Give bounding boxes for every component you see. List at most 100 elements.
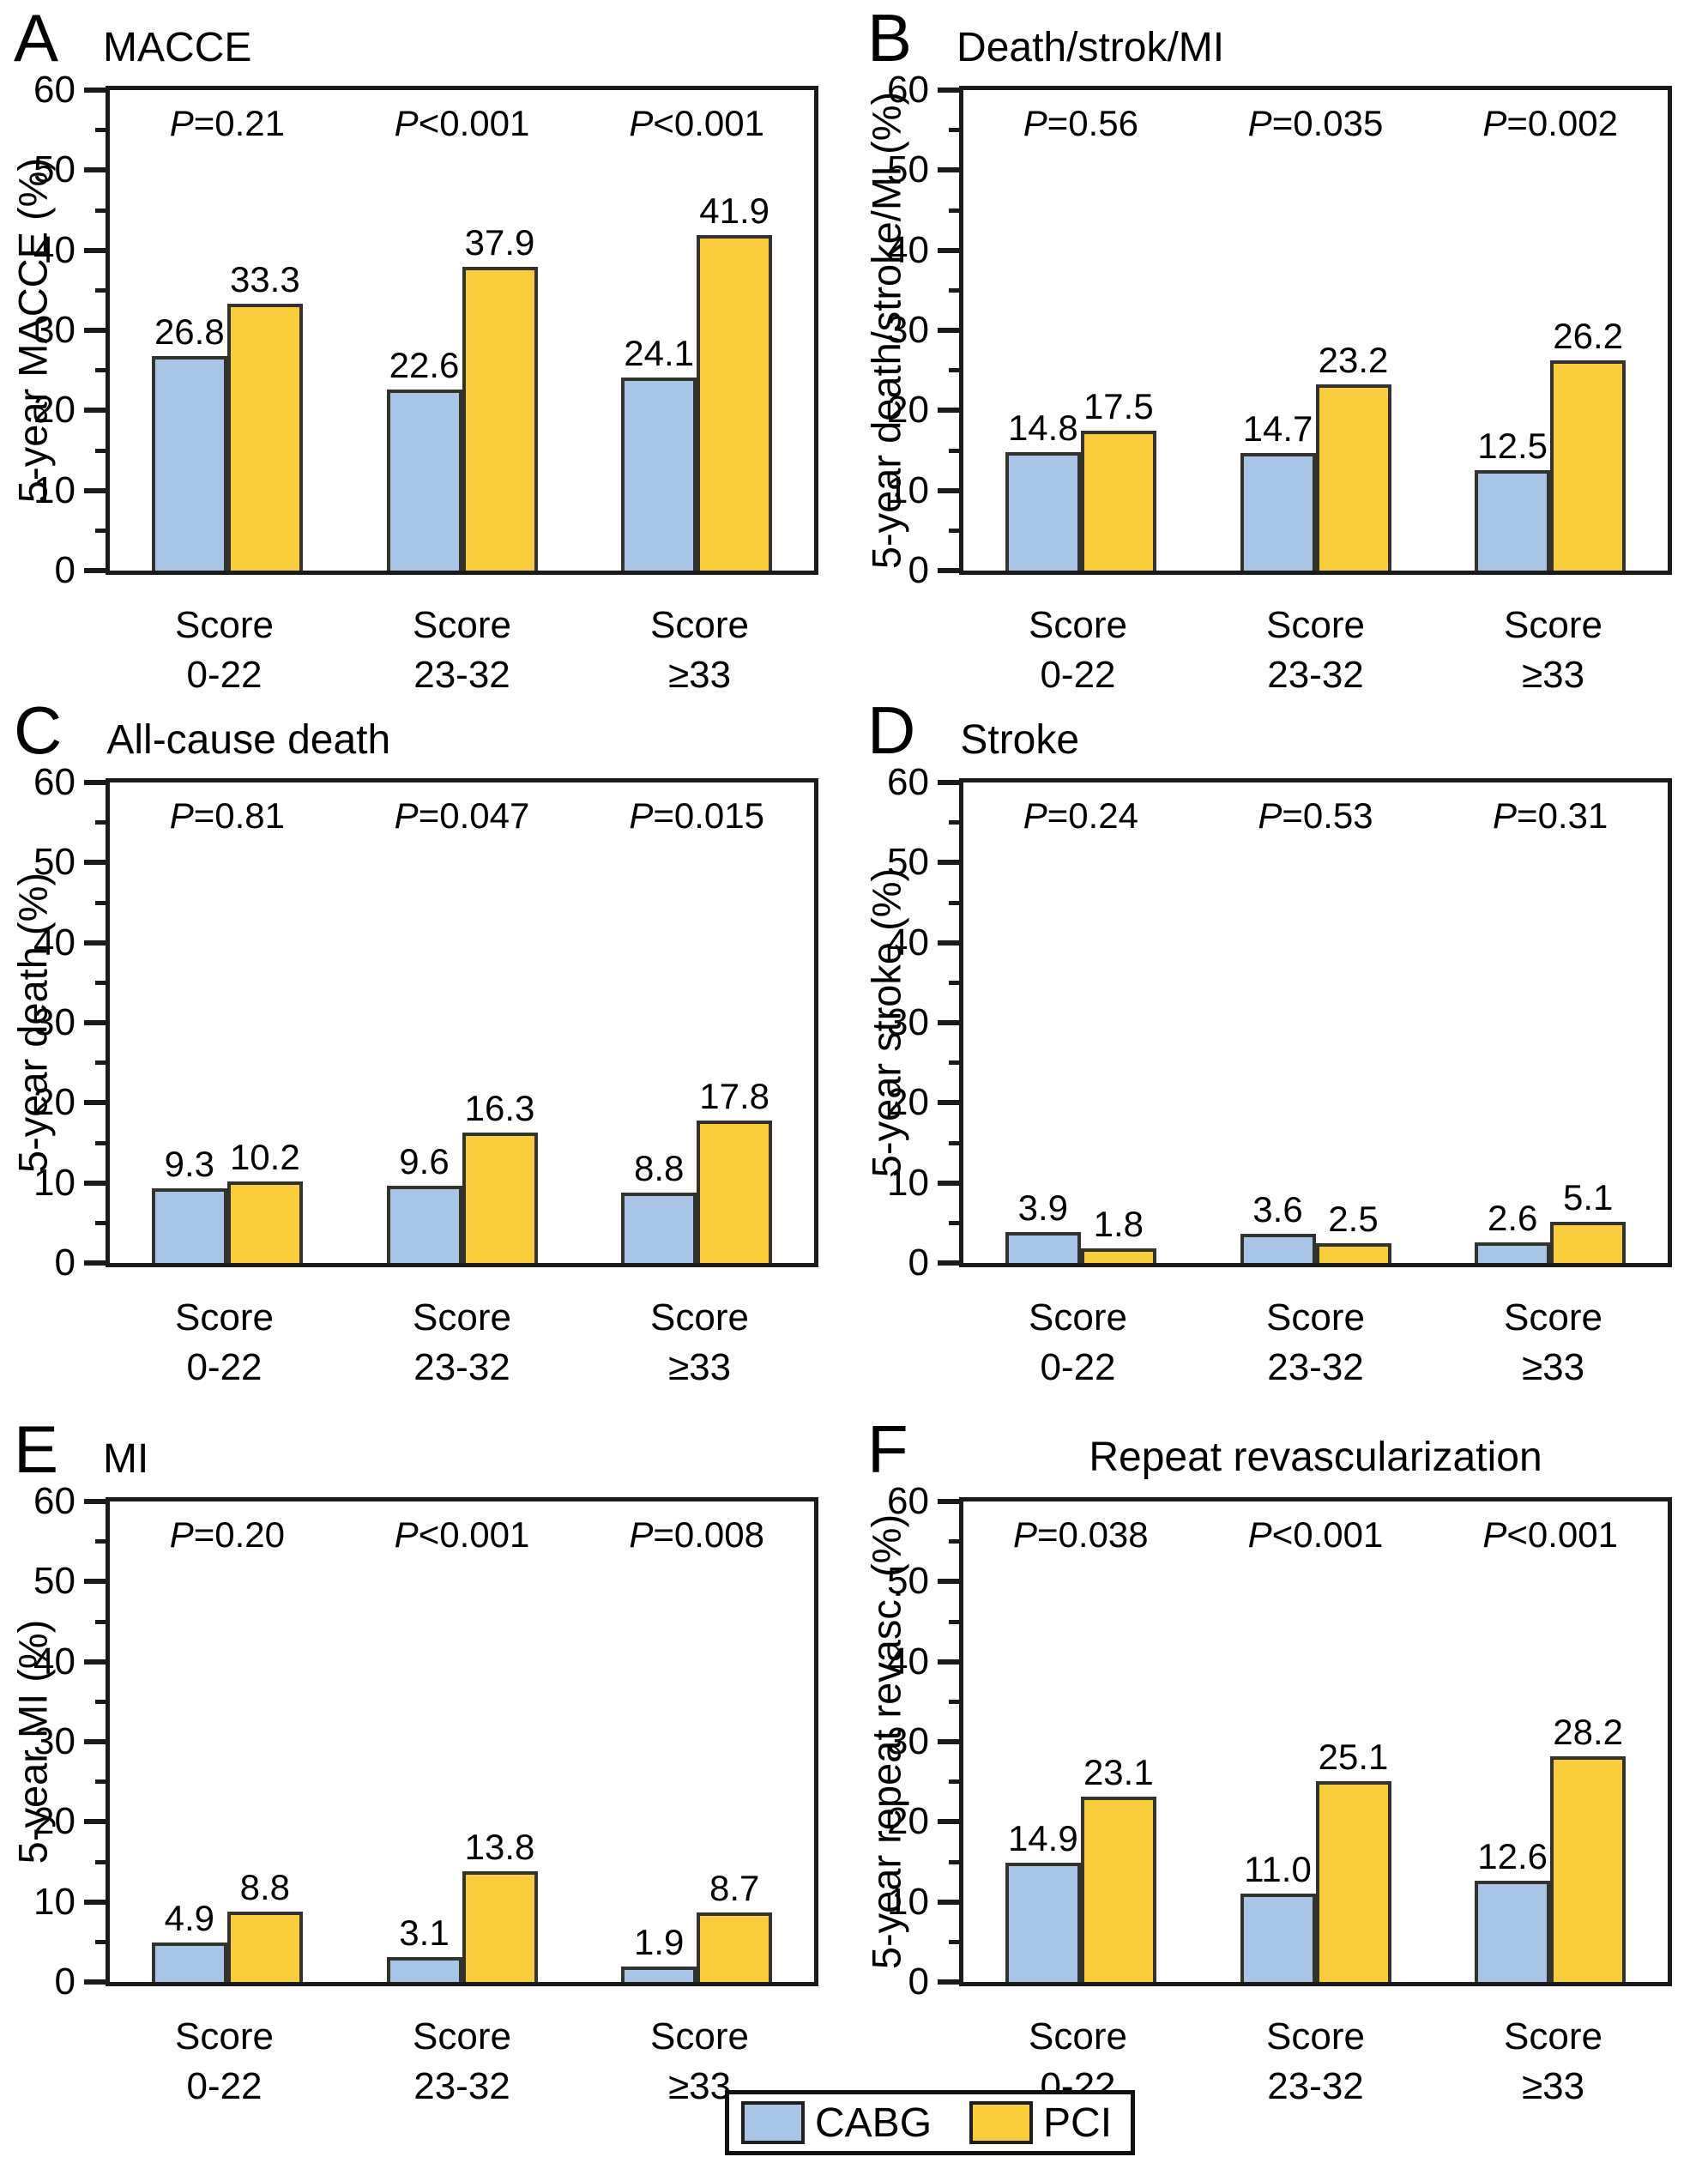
bar-with-label: 12.5: [1475, 90, 1551, 571]
bar-value-label: 13.8: [464, 1827, 535, 1868]
y-major-tick: [84, 1020, 110, 1025]
p-value: P=0.56: [1023, 103, 1138, 143]
p-symbol: P: [394, 1514, 419, 1555]
bar-with-label: 23.1: [1080, 1501, 1156, 1982]
y-minor-tick: [949, 368, 963, 373]
bar-value-label: 2.6: [1487, 1197, 1538, 1238]
p-symbol: P: [1023, 795, 1047, 836]
y-tick-label: 40: [887, 1640, 929, 1683]
bar-with-label: 8.8: [621, 782, 697, 1263]
y-tick-label: 10: [33, 468, 75, 511]
bar-group: 14.8 17.5: [963, 90, 1198, 571]
x-category-label: Score ≥33: [1504, 2015, 1602, 2108]
bar-cabg: [621, 378, 697, 571]
bar-pci: [226, 1911, 303, 1982]
x-axis-labels: Score 0-22 Score 23-32 Score ≥33: [106, 2012, 818, 2112]
y-major-tick: [84, 487, 110, 493]
bar-cabg: [151, 1188, 227, 1263]
y-tick-label: 60: [887, 69, 929, 111]
bar-value-label: 41.9: [699, 190, 770, 231]
y-tick-label: 0: [54, 1242, 75, 1284]
y-major-tick: [84, 167, 110, 173]
y-minor-tick: [95, 528, 110, 533]
bar-value-label: 1.8: [1093, 1204, 1144, 1245]
y-major-tick: [938, 1020, 963, 1025]
y-major-tick: [938, 408, 963, 414]
bar-pci: [1315, 384, 1391, 571]
bar-value-label: 26.8: [154, 311, 225, 352]
plot-area: P=0.56 P=0.035 P=0.002 14.8 17.5 14.7 23.2 12.…: [887, 71, 1672, 589]
p-symbol: P: [394, 795, 419, 836]
y-major-tick: [938, 88, 963, 93]
y-minor-tick: [95, 1939, 110, 1944]
panel-title: Repeat revascularization: [1089, 1435, 1542, 1480]
bar-value-label: 28.2: [1553, 1711, 1624, 1752]
bar-pci: [226, 304, 303, 571]
bar-cabg: [1005, 1862, 1081, 1982]
y-major-tick: [84, 1260, 110, 1266]
bar-value-label: 12.6: [1477, 1836, 1548, 1877]
panel-letter: B: [867, 0, 913, 76]
x-category-label: Score ≥33: [650, 1296, 749, 1389]
bar-value-label: 12.5: [1477, 426, 1548, 467]
y-tick-label: 50: [33, 1560, 75, 1603]
x-category-label: Score 23-32: [413, 604, 511, 697]
bar-cabg: [386, 390, 462, 571]
y-minor-tick: [949, 1939, 963, 1944]
bar-with-label: 9.6: [386, 782, 462, 1263]
x-category-label: Score 0-22: [175, 2015, 274, 2108]
y-major-tick: [84, 408, 110, 414]
bar-value-label: 14.8: [1007, 407, 1078, 448]
y-tick-label: 60: [33, 761, 75, 803]
y-minor-tick: [949, 1140, 963, 1145]
bar-value-label: 33.3: [229, 259, 300, 300]
plot-area: P=0.20 P<0.001 P=0.008 4.9 8.8 3.1 13.8 1.9 8.7…: [33, 1483, 818, 2001]
y-minor-tick: [95, 820, 110, 825]
legend-item-pci: PCI: [969, 2100, 1112, 2147]
p-value: P<0.001: [394, 103, 530, 143]
bar-value-label: 9.6: [399, 1141, 450, 1182]
p-symbol: P: [169, 1514, 194, 1555]
y-major-tick: [938, 1899, 963, 1905]
p-symbol: P: [1482, 1514, 1507, 1555]
bar-with-label: 37.9: [462, 90, 538, 571]
p-value-row: P=0.038 P<0.001 P<0.001: [963, 1514, 1668, 1555]
y-tick-label: 0: [54, 549, 75, 591]
bar-pci: [1080, 430, 1156, 571]
p-value: P<0.001: [1482, 1514, 1618, 1555]
y-tick-label: 10: [887, 468, 929, 511]
bar-value-label: 10.2: [229, 1136, 300, 1177]
y-tick-label: 10: [33, 1161, 75, 1204]
bar-pci: [1550, 1755, 1627, 1982]
y-minor-tick: [95, 980, 110, 985]
bar-with-label: 24.1: [621, 90, 697, 571]
p-value: P=0.035: [1247, 103, 1384, 143]
bar-value-label: 8.8: [239, 1866, 291, 1907]
bar-value-label: 17.8: [699, 1075, 770, 1116]
bar-with-label: 26.8: [151, 90, 227, 571]
bar-pci: [1080, 1797, 1156, 1982]
p-value-row: P=0.20 P<0.001 P=0.008: [110, 1514, 814, 1555]
bar-with-label: 2.6: [1475, 782, 1551, 1263]
bar-cabg: [1240, 1894, 1316, 1982]
y-major-tick: [84, 328, 110, 333]
p-value: P=0.047: [394, 795, 530, 836]
y-tick-label: 10: [33, 1880, 75, 1923]
y-minor-tick: [949, 820, 963, 825]
bar-with-label: 1.8: [1080, 782, 1156, 1263]
y-major-tick: [938, 1180, 963, 1186]
panel-header: B Death/strok/MI: [867, 3, 1691, 84]
y-minor-tick: [95, 1060, 110, 1066]
y-major-tick: [938, 780, 963, 785]
x-axis-labels: Score 0-22 Score 23-32 Score ≥33: [959, 2012, 1672, 2112]
bar-with-label: 2.5: [1315, 782, 1391, 1263]
y-major-tick: [938, 1979, 963, 1985]
bar-group: 4.9 8.8: [110, 1501, 345, 1982]
bar-group: 14.9 23.1: [963, 1501, 1198, 1982]
panel-E: E MI 5-year MI (%) P=0.20 P<0.001 P=0.008 …: [0, 1411, 854, 2107]
y-major-tick: [938, 247, 963, 253]
y-minor-tick: [949, 980, 963, 985]
plot-area: P=0.24 P=0.53 P=0.31 3.9 1.8 3.6 2.5 2.6 5.1 0 1…: [887, 764, 1672, 1282]
panel-D: D Stroke 5-year stroke (%) P=0.24 P=0.53 P…: [854, 692, 1708, 1411]
